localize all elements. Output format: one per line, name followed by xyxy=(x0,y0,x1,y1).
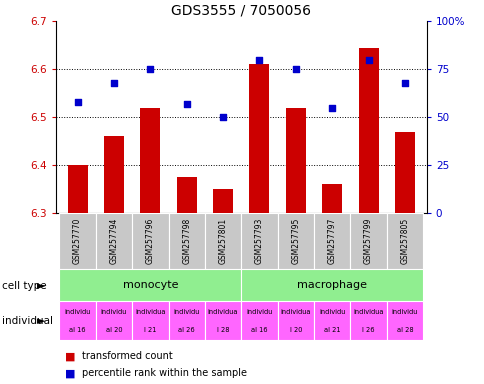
Text: GSM257793: GSM257793 xyxy=(255,218,263,264)
Bar xyxy=(394,131,414,213)
Text: GSM257794: GSM257794 xyxy=(109,218,118,264)
Text: GSM257801: GSM257801 xyxy=(218,218,227,264)
Text: individu: individu xyxy=(101,309,127,315)
Text: individu: individu xyxy=(391,309,417,315)
Bar xyxy=(204,213,241,269)
Bar xyxy=(132,213,168,269)
Bar xyxy=(59,301,95,340)
Bar xyxy=(349,213,386,269)
Bar xyxy=(140,108,160,213)
Bar xyxy=(241,301,277,340)
Text: transformed count: transformed count xyxy=(82,351,173,361)
Bar xyxy=(241,213,277,269)
Bar xyxy=(249,64,269,213)
Bar xyxy=(204,301,241,340)
Bar xyxy=(349,301,386,340)
Title: GDS3555 / 7050056: GDS3555 / 7050056 xyxy=(171,3,311,17)
Text: individu: individu xyxy=(173,309,199,315)
Bar xyxy=(321,184,342,213)
Text: individua: individua xyxy=(280,309,310,315)
Point xyxy=(255,56,263,63)
Text: ►: ► xyxy=(37,281,45,291)
Bar xyxy=(212,189,233,213)
Bar xyxy=(132,301,168,340)
Text: ■: ■ xyxy=(65,351,76,361)
Text: individu: individu xyxy=(246,309,272,315)
Point xyxy=(219,114,227,120)
Point xyxy=(182,101,190,107)
Point xyxy=(400,79,408,86)
Text: macrophage: macrophage xyxy=(297,280,366,290)
Bar xyxy=(277,301,314,340)
Bar xyxy=(386,301,422,340)
Bar xyxy=(386,213,422,269)
Bar xyxy=(95,213,132,269)
Text: GSM257796: GSM257796 xyxy=(146,218,154,264)
Bar xyxy=(314,213,349,269)
Text: GSM257795: GSM257795 xyxy=(291,218,300,264)
Text: l 28: l 28 xyxy=(216,327,229,333)
Point xyxy=(291,66,299,72)
Text: GSM257797: GSM257797 xyxy=(327,218,336,264)
Text: l 21: l 21 xyxy=(144,327,156,333)
Text: monocyte: monocyte xyxy=(122,280,178,290)
Text: al 16: al 16 xyxy=(69,327,86,333)
Point xyxy=(364,56,372,63)
Text: ■: ■ xyxy=(65,368,76,378)
Bar xyxy=(67,165,88,213)
Text: GSM257805: GSM257805 xyxy=(400,218,408,264)
Text: individua: individua xyxy=(353,309,383,315)
Text: individua: individua xyxy=(135,309,165,315)
Text: individua: individua xyxy=(208,309,238,315)
Text: al 16: al 16 xyxy=(251,327,267,333)
Point xyxy=(146,66,154,72)
Bar xyxy=(95,301,132,340)
Text: l 20: l 20 xyxy=(289,327,302,333)
Text: GSM257770: GSM257770 xyxy=(73,218,82,264)
Point xyxy=(328,104,335,111)
Text: GSM257799: GSM257799 xyxy=(363,218,372,264)
Text: cell type: cell type xyxy=(2,281,47,291)
Bar xyxy=(358,48,378,213)
Bar xyxy=(59,213,95,269)
Text: al 28: al 28 xyxy=(396,327,412,333)
Text: ►: ► xyxy=(37,316,45,326)
Bar xyxy=(277,213,314,269)
Bar xyxy=(168,213,204,269)
Bar xyxy=(176,177,197,213)
Text: al 26: al 26 xyxy=(178,327,195,333)
Bar xyxy=(168,301,204,340)
Bar xyxy=(314,301,349,340)
Text: GSM257798: GSM257798 xyxy=(182,218,191,264)
Bar xyxy=(59,269,241,301)
Text: al 20: al 20 xyxy=(106,327,122,333)
Bar xyxy=(285,108,305,213)
Point xyxy=(74,99,81,105)
Point xyxy=(110,79,118,86)
Text: percentile rank within the sample: percentile rank within the sample xyxy=(82,368,247,378)
Text: individu: individu xyxy=(64,309,91,315)
Text: individual: individual xyxy=(2,316,53,326)
Text: individu: individu xyxy=(318,309,345,315)
Bar xyxy=(241,269,422,301)
Text: al 21: al 21 xyxy=(323,327,340,333)
Text: l 26: l 26 xyxy=(362,327,374,333)
Bar xyxy=(104,136,124,213)
